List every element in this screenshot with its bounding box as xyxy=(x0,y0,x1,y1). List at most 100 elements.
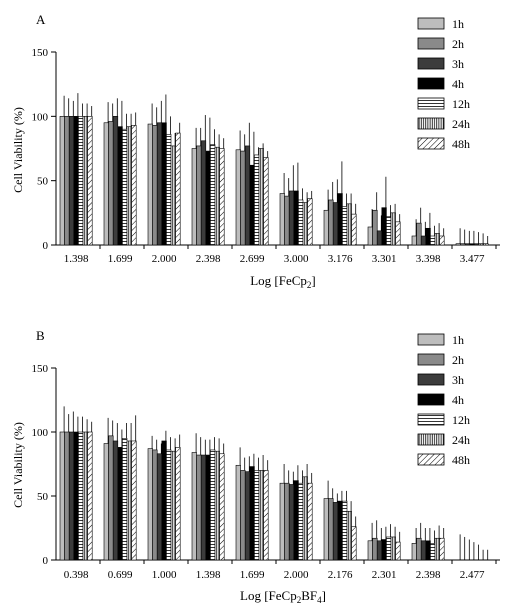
panel-a-bar-3h xyxy=(244,145,251,246)
panel-a-bar-4h xyxy=(161,122,167,246)
panel-a-bar-4h xyxy=(337,193,343,246)
panel-a-bar-24h xyxy=(214,146,220,246)
panel-b-y-tick-label: 150 xyxy=(32,363,49,375)
panel-b-bar-24h xyxy=(214,450,220,561)
panel-b-y-tick-label: 50 xyxy=(37,491,49,503)
panel-a-bar-48h xyxy=(351,213,357,246)
panel-b-bar-48h xyxy=(87,431,93,561)
panel-b-x-tick-label: 2.477 xyxy=(460,569,485,581)
panel-b-x-tick-label: 1.000 xyxy=(152,569,177,581)
panel-a-bar-1h xyxy=(323,209,329,246)
panel-b-bar-1h xyxy=(235,464,241,561)
panel-b-bar-12h xyxy=(430,543,436,561)
panel-b-bar-24h xyxy=(434,537,440,561)
panel-a-x-tick-label: 2.699 xyxy=(240,253,265,265)
panel-a-bar-4h xyxy=(117,126,123,246)
panel-a-legend-swatch-4h xyxy=(417,77,445,90)
panel-b-bar-1h xyxy=(279,482,285,561)
panel-a-bar-3h xyxy=(420,235,427,246)
panel-b-bar-12h xyxy=(342,500,348,561)
panel-a-bar-2h xyxy=(196,145,202,246)
panel-a-bar-2h xyxy=(152,125,158,246)
panel-b-bar-12h xyxy=(254,470,260,561)
panel-b-bar-24h xyxy=(390,536,396,561)
panel-a-x-tick-label: 2.398 xyxy=(196,253,221,265)
panel-b-legend-swatch-4h xyxy=(417,393,445,406)
panel-a-bar-3h xyxy=(376,230,383,246)
panel-a-bar-48h xyxy=(131,125,137,246)
panel-b-legend-label-24h: 24h xyxy=(452,433,470,447)
panel-b-bar-1h xyxy=(191,452,197,561)
panel-a-bar-1h xyxy=(59,116,65,246)
panel-b-legend-label-48h: 48h xyxy=(452,453,470,467)
panel-b-bar-4h xyxy=(293,480,299,561)
panel-a-bar-3h xyxy=(332,202,339,246)
panel-b-bar-2h xyxy=(152,449,158,561)
panel-b-legend-swatch-48h xyxy=(417,453,445,466)
panel-a-legend-label-3h: 3h xyxy=(452,57,464,71)
panel-b-bar-2h xyxy=(64,431,70,561)
panel-b-bar-3h xyxy=(200,454,207,561)
panel-b-legend-swatch-12h xyxy=(417,413,445,426)
panel-b-bar-2h xyxy=(108,435,114,561)
panel-b-bar-4h xyxy=(337,500,343,561)
panel-a-x-tick-label: 3.477 xyxy=(460,253,485,265)
panel-a-label: A xyxy=(36,12,46,27)
panel-a-x-axis-title: Log [FeCp2] xyxy=(250,273,316,290)
panel-a-bar-1h xyxy=(235,149,241,246)
panel-b-bar-4h xyxy=(205,454,211,561)
panel-b-legend-label-2h: 2h xyxy=(452,353,464,367)
panel-b-bar-24h xyxy=(126,440,132,561)
panel-b-legend-label-3h: 3h xyxy=(452,373,464,387)
panel-b-x-tick-label: 2.301 xyxy=(372,569,397,581)
panel-a-legend-swatch-12h xyxy=(417,97,445,110)
panel-b-bar-2h xyxy=(416,537,422,561)
panel-b-bar-3h xyxy=(288,484,295,561)
panel-b-x-axis-title-sub2: 4 xyxy=(317,595,322,605)
panel-a-bar-2h xyxy=(108,121,114,246)
panel-a-bar-24h xyxy=(258,148,264,246)
panel-b-y-tick-label: 100 xyxy=(32,427,49,439)
panel-b-bar-48h xyxy=(131,440,137,561)
panel-a-bar-48h xyxy=(395,221,401,246)
panel-b-bar-1h xyxy=(323,498,329,561)
panel-a-bar-3h xyxy=(464,243,471,246)
panel-a-bar-4h xyxy=(73,116,79,246)
panel-a-bar-48h xyxy=(439,235,445,246)
panel-b-bar-3h xyxy=(376,540,383,561)
panel-a-x-tick-label: 1.398 xyxy=(64,253,89,265)
panel-b-bar-24h xyxy=(346,511,352,561)
panel-a-legend-swatch-3h xyxy=(417,57,445,70)
panel-b-bar-24h xyxy=(170,450,176,561)
panel-b-x-axis-title-sub1: 2 xyxy=(297,595,302,605)
panel-b-x-axis-title-main: Log [FeCp xyxy=(240,588,297,603)
panel-b-legend-label-1h: 1h xyxy=(452,333,464,347)
panel-b-bar-4h xyxy=(425,540,431,561)
panel-b-x-tick-label: 0.398 xyxy=(64,569,89,581)
panel-b-x-axis-title-rest: BF xyxy=(301,588,317,603)
panel-b-bar-48h xyxy=(307,482,313,561)
panel-a-bar-12h xyxy=(298,199,304,246)
panel-b-bar-3h xyxy=(332,502,339,561)
panel-b-bar-3h xyxy=(68,431,75,561)
panel-b-legend-swatch-2h xyxy=(417,353,445,366)
panel-a-legend-label-12h: 12h xyxy=(452,97,470,111)
panel-b-label: B xyxy=(36,328,45,343)
panel-a-bar-1h xyxy=(191,148,197,246)
panel-a-bar-12h xyxy=(430,235,436,246)
panel-a-legend-label-24h: 24h xyxy=(452,117,470,131)
panel-b-y-axis-title: Cell Viability (%) xyxy=(11,422,25,508)
panel-a-x-tick-label: 2.000 xyxy=(152,253,177,265)
panel-b-x-axis-title-end: ] xyxy=(322,588,326,603)
panel-b-bar-3h xyxy=(156,453,163,561)
panel-a-legend-swatch-24h xyxy=(417,117,445,130)
panel-a-bar-12h xyxy=(386,216,392,246)
panel-a-legend-swatch-2h xyxy=(417,37,445,50)
panel-a-x-tick-label: 3.176 xyxy=(328,253,353,265)
panel-a-bar-3h xyxy=(68,116,75,246)
panel-a-y-tick-label: 150 xyxy=(32,47,49,59)
panel-a-x-axis-title-sub1: 2 xyxy=(307,280,312,290)
panel-a-bar-48h xyxy=(87,116,93,246)
panel-b-x-tick-label: 0.699 xyxy=(108,569,133,581)
